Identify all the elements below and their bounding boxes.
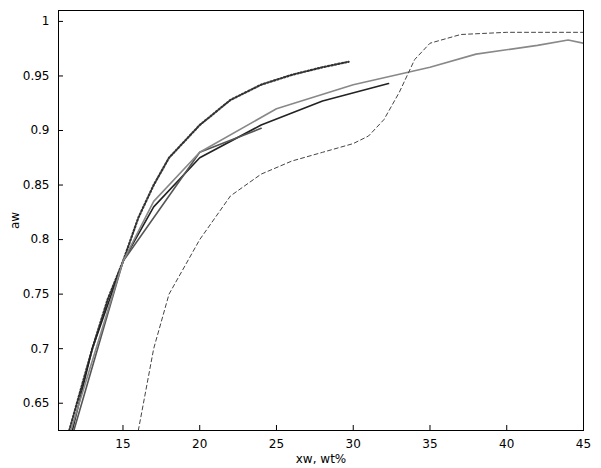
svg-text:45: 45 — [576, 437, 591, 451]
svg-text:0.75: 0.75 — [23, 287, 50, 301]
svg-text:40: 40 — [499, 437, 514, 451]
svg-text:0.8: 0.8 — [30, 232, 49, 246]
svg-text:0.95: 0.95 — [23, 69, 50, 83]
svg-text:0.7: 0.7 — [30, 342, 49, 356]
svg-text:20: 20 — [192, 437, 207, 451]
svg-text:aw: aw — [8, 212, 22, 229]
svg-text:30: 30 — [346, 437, 361, 451]
svg-text:xw, wt%: xw, wt% — [296, 452, 346, 466]
svg-text:35: 35 — [422, 437, 437, 451]
svg-text:15: 15 — [115, 437, 130, 451]
svg-text:0.85: 0.85 — [23, 178, 50, 192]
svg-text:1: 1 — [42, 14, 50, 28]
svg-text:0.65: 0.65 — [23, 396, 50, 410]
svg-text:25: 25 — [269, 437, 284, 451]
svg-text:0.9: 0.9 — [30, 123, 49, 137]
